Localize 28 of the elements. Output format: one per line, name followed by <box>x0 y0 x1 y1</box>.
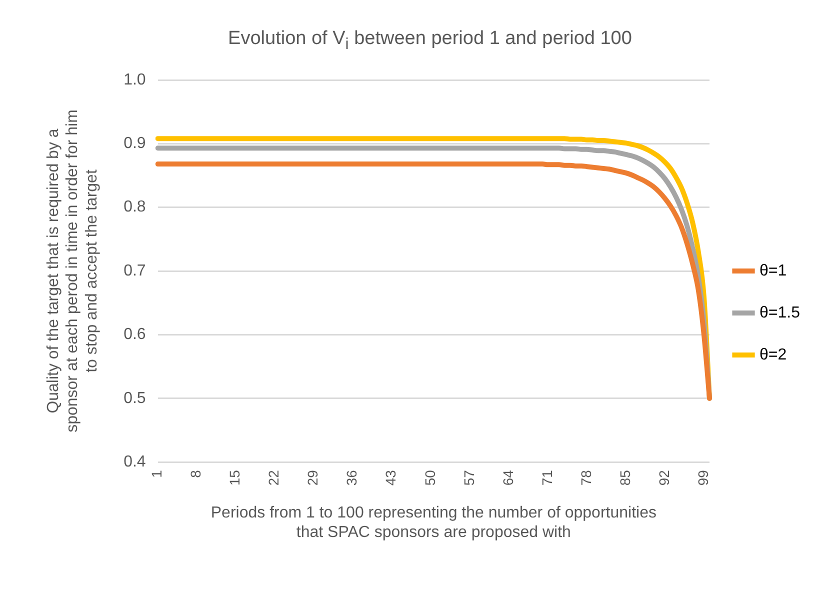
x-tick-label: 99 <box>694 470 711 486</box>
chart-title: Evolution of V$_{i}$ between period 1 and period 100 <box>227 28 633 54</box>
x-tick-label: 57 <box>460 470 477 486</box>
x-tick-label: 71 <box>538 470 555 486</box>
legend-label: θ=1 <box>760 262 787 280</box>
x-tick-label: 64 <box>500 470 516 486</box>
y-tick-label: 0.4 <box>124 453 146 470</box>
y-axis-title: Quality of the target that is required by a sponsor at each perod in time in order for him to stop and accept the target <box>45 110 100 432</box>
x-tick-label: 50 <box>422 470 438 486</box>
y-tick-label: 0.8 <box>124 198 146 216</box>
y-tick-label: 0.9 <box>124 135 146 152</box>
x-tick-label: 1 <box>148 470 165 478</box>
x-tick-label: 92 <box>656 470 672 486</box>
x-tick-label: 36 <box>344 470 360 486</box>
y-tick-label: 0.7 <box>124 262 146 280</box>
legend-label: θ=2 <box>760 346 787 364</box>
y-tick-label: 0.6 <box>124 326 146 344</box>
y-tick-label: 1.0 <box>124 71 146 88</box>
x-tick-label: 15 <box>226 470 243 486</box>
x-tick-label: 43 <box>382 470 399 486</box>
legend-label: θ=1.5 <box>760 304 800 322</box>
x-tick-label: 85 <box>616 470 633 486</box>
x-tick-label: 22 <box>266 470 282 486</box>
y-tick-label: 0.5 <box>124 390 146 407</box>
x-tick-label: 78 <box>578 470 594 486</box>
x-tick-label: 29 <box>304 470 321 486</box>
x-tick-label: 8 <box>188 470 204 478</box>
x-axis-title: Periods from 1 to 100 representing the number of opportunities that SPAC sponsors are proposed with <box>210 504 656 541</box>
